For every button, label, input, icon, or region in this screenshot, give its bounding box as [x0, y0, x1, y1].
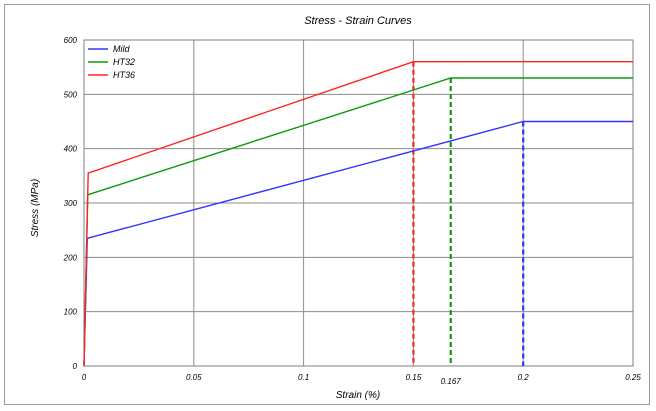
y-tick-label: 0: [73, 362, 78, 371]
x-tick-label: 0.2: [518, 373, 530, 382]
y-tick-label: 100: [64, 308, 78, 317]
y-tick-label: 300: [64, 199, 78, 208]
y-tick-label: 200: [63, 253, 78, 262]
plot-area: [83, 39, 634, 367]
legend-entry-mild: Mild: [113, 44, 130, 54]
chart-title: Stress - Strain Curves: [304, 15, 412, 27]
x-tick-label: 0: [82, 373, 87, 382]
series-lines: [83, 61, 633, 367]
x-tick-label: 0.05: [186, 373, 202, 382]
legend: Mild HT32 HT36: [88, 44, 135, 80]
y-tick-label: 600: [64, 36, 78, 45]
x-tick-label: 0.167: [441, 377, 462, 386]
grid: [84, 40, 633, 366]
x-tick-label: 0.15: [406, 373, 422, 382]
legend-entry-ht32: HT32: [113, 57, 135, 67]
y-tick-label: 500: [64, 90, 78, 99]
y-axis-label: Stress (MPa): [30, 179, 41, 237]
tick-labels: 0 100 200 300 400 500 600 0 0.05 0.1 0.15 0.167 0.2 0…: [63, 36, 642, 386]
x-tick-label: 0.25: [625, 373, 641, 382]
series-line-mild: [83, 120, 633, 367]
x-axis-label: Strain (%): [336, 390, 380, 401]
y-tick-label: 400: [64, 145, 78, 154]
series-line-ht36: [83, 61, 633, 367]
legend-entry-ht36: HT36: [113, 70, 135, 80]
dashed-drop-lines: [412, 61, 525, 366]
chart-frame: [4, 4, 650, 405]
x-tick-label: 0.1: [298, 373, 309, 382]
